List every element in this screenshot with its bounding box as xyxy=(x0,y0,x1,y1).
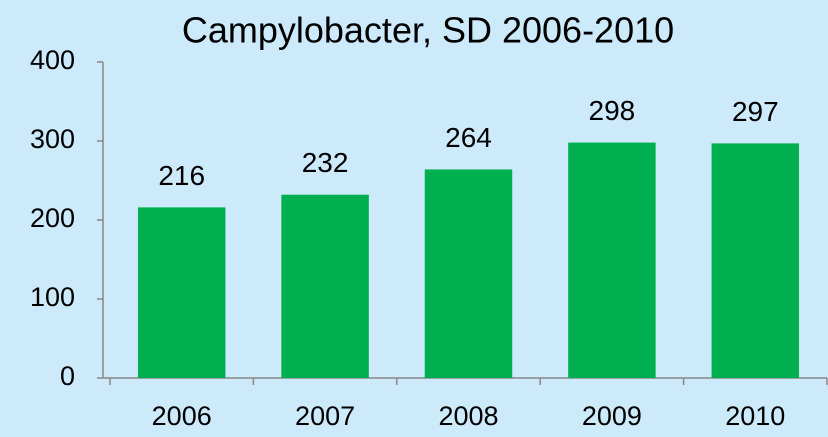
chart-title: Campylobacter, SD 2006-2010 xyxy=(182,10,674,51)
y-tick-label: 100 xyxy=(30,282,75,312)
x-tick-label: 2009 xyxy=(582,401,642,431)
x-tick-label: 2010 xyxy=(725,401,785,431)
value-label: 297 xyxy=(732,96,779,127)
x-tick-label: 2008 xyxy=(438,401,498,431)
y-tick-label: 0 xyxy=(60,361,75,391)
y-tick-label: 300 xyxy=(30,124,75,154)
bar xyxy=(711,143,800,378)
y-tick-label: 400 xyxy=(30,45,75,75)
bar xyxy=(137,207,226,378)
y-tick-label: 200 xyxy=(30,203,75,233)
bar xyxy=(424,169,513,378)
bar xyxy=(281,194,369,378)
value-label: 264 xyxy=(445,122,492,153)
value-label: 232 xyxy=(302,147,349,178)
value-label: 298 xyxy=(589,95,636,126)
x-tick-label: 2006 xyxy=(152,401,212,431)
x-tick-label: 2007 xyxy=(295,401,355,431)
bar xyxy=(568,142,656,378)
value-label: 216 xyxy=(158,160,205,191)
